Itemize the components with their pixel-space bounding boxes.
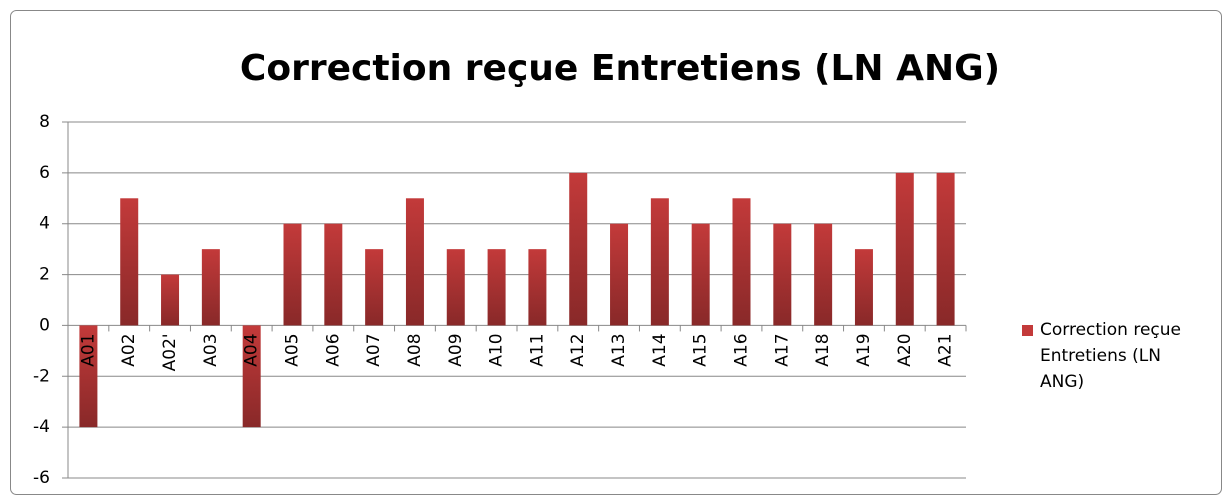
bar xyxy=(936,172,955,326)
x-tick-label: A21 xyxy=(936,333,956,366)
bar xyxy=(79,325,98,428)
bar xyxy=(161,274,180,326)
bar xyxy=(854,249,873,326)
x-tick-label: A16 xyxy=(732,333,752,366)
y-tick-label: 0 xyxy=(39,315,50,335)
bar xyxy=(773,223,792,326)
x-tick-label: A20 xyxy=(895,333,915,366)
bar xyxy=(895,172,914,326)
bar xyxy=(201,249,220,326)
x-tick-label: A04 xyxy=(242,333,262,366)
x-tick-label: A19 xyxy=(854,333,874,366)
x-tick-label: A09 xyxy=(446,333,466,366)
x-tick-label: A12 xyxy=(568,333,588,366)
bar xyxy=(650,198,669,326)
bar xyxy=(569,172,588,326)
bar xyxy=(283,223,302,326)
bar xyxy=(691,223,710,326)
x-tick-label: A07 xyxy=(364,333,384,366)
x-tick-label: A17 xyxy=(772,333,792,366)
x-tick-label: A11 xyxy=(527,333,547,366)
x-tick-label: A18 xyxy=(813,333,833,366)
legend: Correction reçue Entretiens (LN ANG) xyxy=(1022,317,1190,395)
bar xyxy=(242,325,261,428)
y-tick-label: 6 xyxy=(39,163,50,183)
y-tick-label: 8 xyxy=(39,112,50,132)
bar xyxy=(365,249,384,326)
y-tick-label: -4 xyxy=(33,417,50,437)
bar xyxy=(610,223,629,326)
x-tick-label: A10 xyxy=(487,333,507,366)
bar xyxy=(528,249,547,326)
x-tick-label: A02' xyxy=(160,333,180,371)
y-tick-label: 2 xyxy=(39,265,50,285)
legend-swatch xyxy=(1022,325,1033,336)
legend-label: Correction reçue Entretiens (LN ANG) xyxy=(1040,320,1182,392)
x-tick-label: A03 xyxy=(201,333,221,366)
x-tick-label: A14 xyxy=(650,333,670,366)
bar xyxy=(732,198,751,326)
x-tick-label: A05 xyxy=(283,333,303,366)
y-tick-label: -6 xyxy=(33,468,50,488)
x-tick-label: A08 xyxy=(405,333,425,366)
bar xyxy=(405,198,424,326)
bar xyxy=(814,223,833,326)
bar xyxy=(487,249,506,326)
bar xyxy=(324,223,343,326)
chart-title: Correction reçue Entretiens (LN ANG) xyxy=(240,48,1000,89)
y-tick-label: -2 xyxy=(33,366,50,386)
x-tick-label: A01 xyxy=(78,333,98,366)
x-tick-label: A02 xyxy=(119,333,139,366)
bar xyxy=(446,249,465,326)
y-tick-label: 4 xyxy=(39,214,50,234)
bar xyxy=(120,198,139,326)
x-tick-label: A15 xyxy=(691,333,711,366)
x-tick-label: A06 xyxy=(323,333,343,366)
x-tick-label: A13 xyxy=(609,333,629,366)
